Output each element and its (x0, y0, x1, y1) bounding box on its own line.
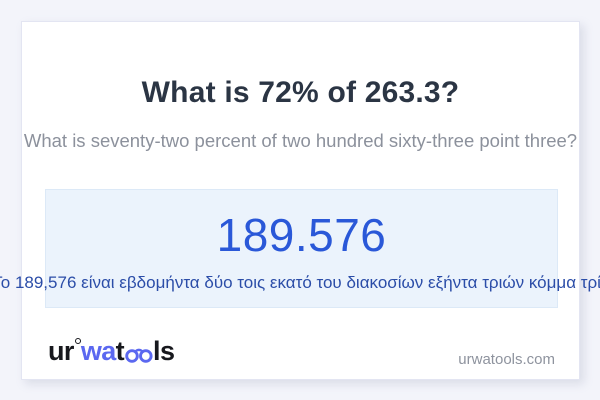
glasses-oo-icon (124, 339, 153, 370)
answer-sentence-greek: Το 189,576 είναι εβδομήντα δύο τοις εκατ… (0, 273, 600, 292)
result-card: What is 72% of 263.3? What is seventy-tw… (0, 21, 600, 380)
answer-box: 189.576 Το 189,576 είναι εβδομήντα δύο τ… (0, 189, 600, 308)
urwatools-logo[interactable]: ur wa t ls (48, 334, 175, 370)
logo-text-t: t (115, 335, 125, 366)
answer-value: 189.576 (216, 209, 387, 261)
logo-text-ur: ur (48, 335, 74, 366)
logo-text-wa: wa (80, 335, 116, 366)
question-title: What is 72% of 263.3? (141, 76, 460, 109)
degree-ring-icon (74, 338, 81, 344)
question-subtitle-words: What is seventy-two percent of two hundr… (23, 130, 578, 151)
site-url-label: urwatools.com (458, 351, 555, 368)
logo-text-ls: ls (153, 335, 175, 366)
